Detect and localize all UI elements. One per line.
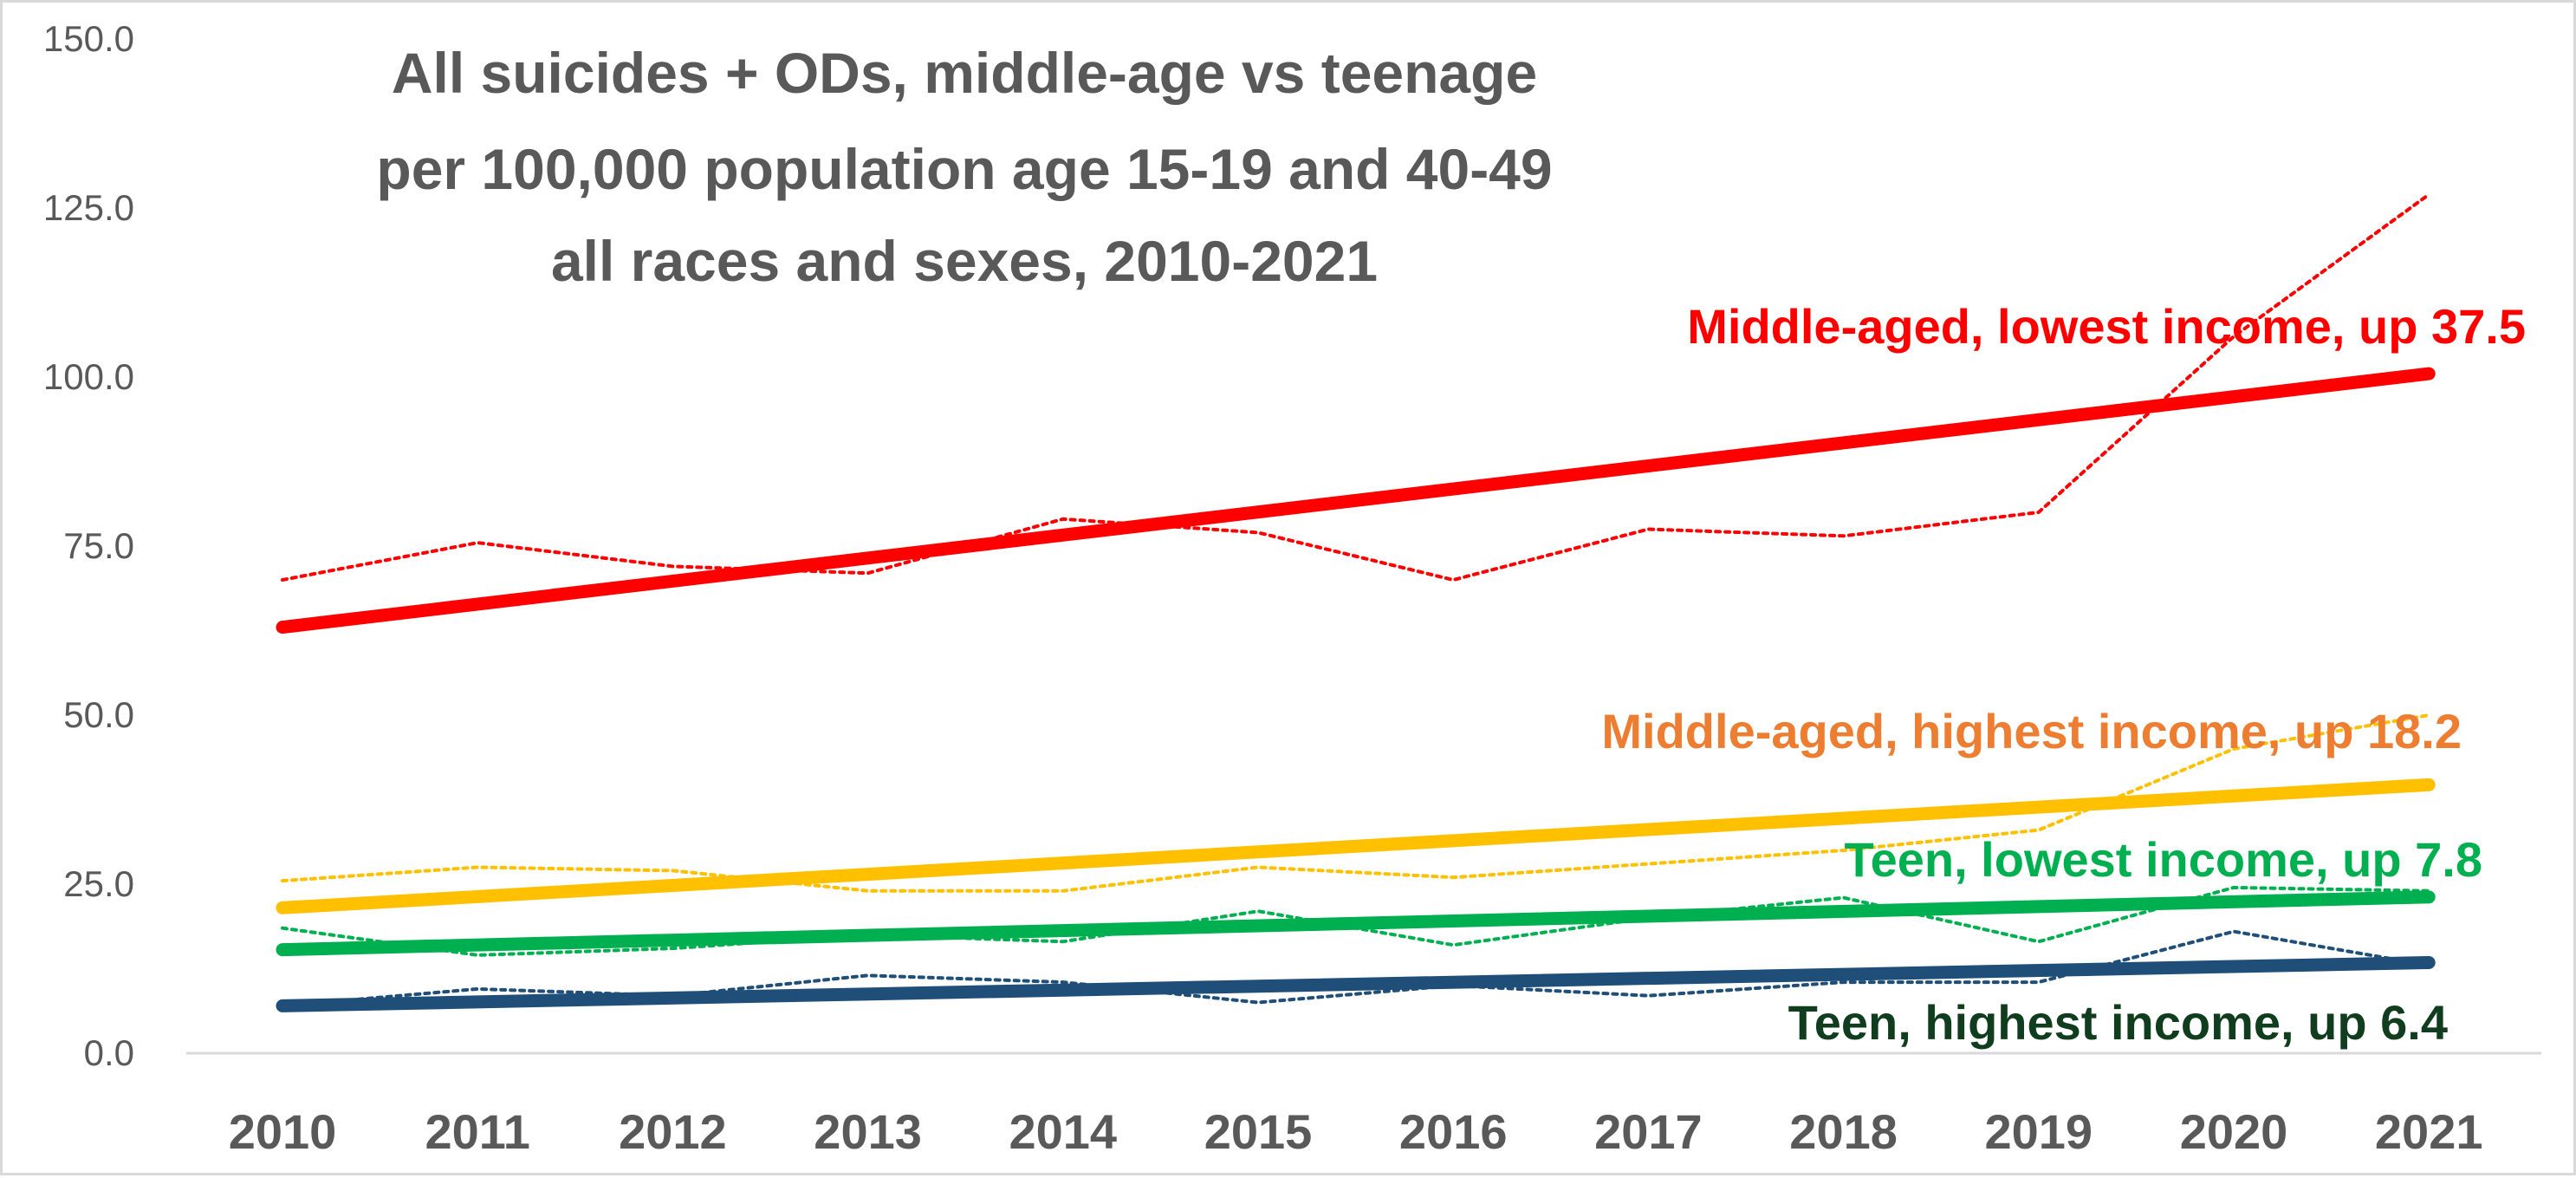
x-tick-label: 2015 (1204, 1104, 1313, 1159)
series-label-1: Middle-aged, highest income, up 18.2 (1601, 704, 2462, 758)
series-trend-lines (276, 367, 2436, 1012)
x-tick-label: 2018 (1789, 1104, 1898, 1159)
trend-line-3 (276, 955, 2436, 1012)
series-labels: Middle-aged, lowest income, up 37.5 Middl… (1601, 299, 2526, 1050)
x-tick-label: 2014 (1009, 1104, 1118, 1159)
title-line-1: All suicides + ODs, middle-age vs teenag… (392, 41, 1537, 105)
y-tick-label: 150.0 (43, 18, 134, 59)
title-line-3: all races and sexes, 2010-2021 (551, 229, 1378, 293)
y-tick-label: 25.0 (63, 863, 134, 904)
trend-line-2 (276, 890, 2436, 957)
series-line-0 (281, 192, 2431, 582)
x-tick-label: 2013 (814, 1104, 922, 1159)
x-tick-label: 2010 (229, 1104, 337, 1159)
y-tick-label: 0.0 (84, 1032, 134, 1073)
y-tick-label: 125.0 (43, 187, 134, 228)
y-tick-label: 75.0 (63, 525, 134, 566)
series-label-0: Middle-aged, lowest income, up 37.5 (1687, 299, 2526, 354)
x-tick-label: 2019 (1985, 1104, 2093, 1159)
series-line-1 (281, 713, 2431, 893)
series-label-2: Teen, lowest income, up 7.8 (1845, 832, 2482, 887)
y-tick-label: 50.0 (63, 694, 134, 735)
x-tick-label: 2017 (1594, 1104, 1703, 1159)
series-label-3: Teen, highest income, up 6.4 (1788, 995, 2448, 1050)
y-axis-tick-labels: 0.0 25.0 50.0 75.0 100.0 125.0 150.0 (43, 18, 134, 1073)
x-tick-label: 2021 (2375, 1104, 2483, 1159)
y-tick-label: 100.0 (43, 356, 134, 397)
trend-line-1 (276, 778, 2436, 914)
x-tick-label: 2012 (619, 1104, 727, 1159)
chart-title: All suicides + ODs, middle-age vs teenag… (376, 41, 1552, 293)
line-chart: All suicides + ODs, middle-age vs teenag… (43, 18, 2541, 1159)
trend-line-0 (276, 367, 2436, 635)
x-tick-label: 2011 (425, 1104, 530, 1159)
x-axis-tick-labels: 2010 2011 2012 2013 2014 2015 2016 2017 2018 2019… (229, 1104, 2483, 1159)
x-tick-label: 2016 (1399, 1104, 1508, 1159)
x-tick-label: 2020 (2180, 1104, 2288, 1159)
title-line-2: per 100,000 population age 15-19 and 40-… (376, 137, 1552, 201)
